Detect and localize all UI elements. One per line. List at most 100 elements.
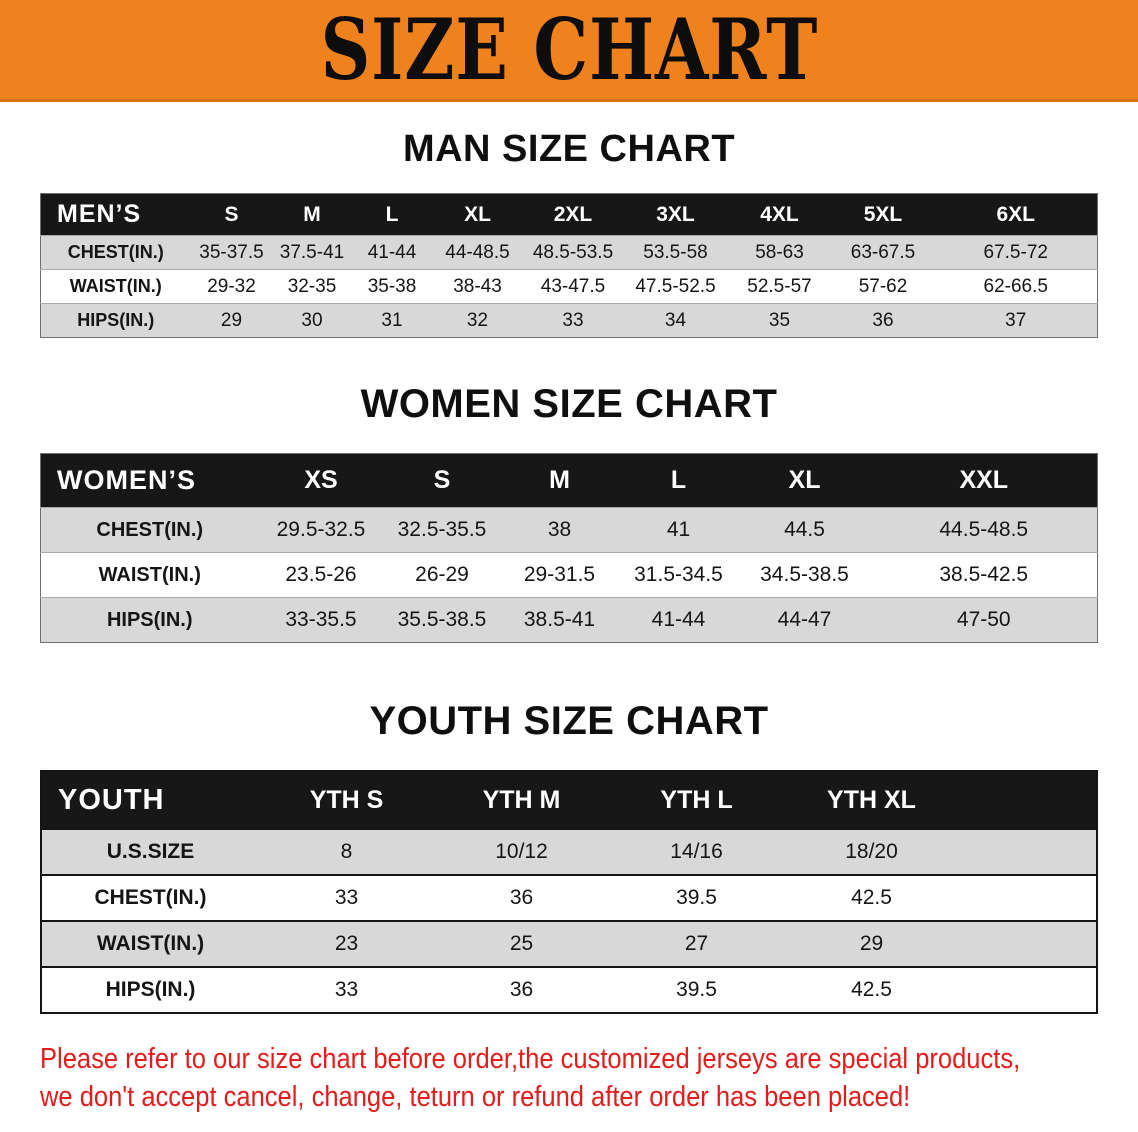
value-cell: 10/12 <box>495 840 548 863</box>
value-cell: 35.5-38.5 <box>397 608 487 631</box>
column-header: M <box>500 453 619 508</box>
table-row: CHEST(IN.) 33 36 39.5 42.5 <box>41 875 1097 921</box>
value-cell: 35-37.5 <box>199 241 264 263</box>
value-cell: 36 <box>509 886 534 909</box>
column-header: L <box>351 193 433 236</box>
value-cell: 8 <box>340 840 353 863</box>
column-header: XL <box>738 453 871 508</box>
column-header: YTH XL <box>784 771 959 829</box>
footer-note-line-2: we don't accept cancel, change, teturn o… <box>40 1081 911 1113</box>
column-header: YTH M <box>434 771 609 829</box>
value-cell: 31 <box>381 309 403 331</box>
table-title-cell: YOUTH <box>41 771 259 829</box>
size-chart-banner: SIZE CHART <box>0 0 1138 102</box>
youth-size-table: YOUTH YTH S YTH M YTH L YTH XL U.S.SIZE 8 10/1… <box>40 770 1098 1014</box>
footer-note-line-1: Please refer to our size chart before or… <box>40 1043 1021 1075</box>
value-cell: 41 <box>666 518 691 541</box>
value-cell: 33 <box>562 309 584 331</box>
value-cell: 41-44 <box>367 241 417 263</box>
value-cell: 38 <box>547 518 572 541</box>
value-cell: 33 <box>334 886 359 909</box>
row-label: CHEST(IN.) <box>96 518 204 541</box>
value-cell: 29.5-32.5 <box>276 518 366 541</box>
value-cell: 32 <box>466 309 489 331</box>
row-label: WAIST(IN.) <box>96 932 205 955</box>
column-header: S <box>383 453 501 508</box>
row-label: WAIST(IN.) <box>69 276 162 296</box>
value-cell: 29-31.5 <box>523 563 596 586</box>
column-header: YTH L <box>609 771 784 829</box>
column-header: 2XL <box>522 193 624 236</box>
value-cell: 29 <box>220 309 243 331</box>
blank-cell <box>959 921 1097 967</box>
value-cell: 31.5-34.5 <box>634 563 723 586</box>
value-cell: 32.5-35.5 <box>397 518 487 541</box>
table-title-cell: MEN’S <box>40 193 191 236</box>
value-cell: 38-43 <box>453 275 502 297</box>
value-cell: 29 <box>859 932 884 955</box>
value-cell: 58-63 <box>755 241 804 263</box>
value-cell: 25 <box>509 932 534 955</box>
value-cell: 41-44 <box>651 608 706 631</box>
value-cell: 38.5-41 <box>523 608 596 631</box>
value-cell: 38.5-42.5 <box>939 563 1029 586</box>
column-header: M <box>272 193 352 236</box>
value-cell: 37.5-41 <box>279 241 345 263</box>
value-cell: 23.5-26 <box>285 563 357 586</box>
value-cell: 33 <box>334 978 359 1001</box>
column-header: YTH S <box>259 771 434 829</box>
blank-cell <box>959 875 1097 921</box>
value-cell: 48.5-53.5 <box>532 241 614 263</box>
value-cell: 30 <box>301 309 323 331</box>
row-label: CHEST(IN.) <box>94 886 207 909</box>
value-cell: 62-66.5 <box>983 275 1048 297</box>
blank-cell <box>959 829 1097 875</box>
men-table-body: CHEST(IN.) 35-37.5 37.5-41 41-44 44-48.5 48.5… <box>40 235 1098 338</box>
value-cell: 18/20 <box>845 840 898 863</box>
column-header: XS <box>258 453 384 508</box>
value-cell: 44.5-48.5 <box>939 518 1029 541</box>
page-title: SIZE CHART <box>320 0 818 99</box>
value-cell: 44-47 <box>777 608 832 631</box>
value-cell: 33-35.5 <box>285 608 357 631</box>
value-cell: 26-29 <box>415 563 469 586</box>
youth-section-heading: YOUTH SIZE CHART <box>369 699 769 743</box>
value-cell: 34.5-38.5 <box>760 563 849 586</box>
value-cell: 43-47.5 <box>540 275 606 297</box>
footer-note: Please refer to our size chart before or… <box>40 1040 1138 1116</box>
column-header: 5XL <box>831 193 935 236</box>
table-row: WAIST(IN.) 29-32 32-35 35-38 38-43 43-47.5 47.… <box>40 269 1098 304</box>
table-row: U.S.SIZE 8 10/12 14/16 18/20 <box>41 829 1097 875</box>
value-cell: 39.5 <box>676 886 717 909</box>
row-label: HIPS(IN.) <box>106 608 193 631</box>
value-cell: 52.5-57 <box>747 275 812 297</box>
value-cell: 36 <box>509 978 534 1001</box>
row-label: CHEST(IN.) <box>67 242 164 262</box>
column-header: S <box>190 193 273 236</box>
value-cell: 23 <box>334 932 359 955</box>
column-header: 4XL <box>727 193 832 236</box>
table-row: WAIST(IN.) 23 25 27 29 <box>41 921 1097 967</box>
value-cell: 35 <box>768 309 791 331</box>
column-header: L <box>618 453 739 508</box>
row-label: HIPS(IN.) <box>105 978 196 1001</box>
value-cell: 57-62 <box>858 275 908 297</box>
column-header: XXL <box>870 453 1098 508</box>
table-row: WAIST(IN.) 23.5-26 26-29 29-31.5 31.5-34.5 34… <box>40 552 1098 598</box>
value-cell: 67.5-72 <box>983 241 1048 263</box>
women-section-heading: WOMEN SIZE CHART <box>360 382 778 426</box>
table-row: CHEST(IN.) 29.5-32.5 32.5-35.5 38 41 44.5 44.5… <box>40 507 1098 553</box>
women-size-table: WOMEN’S XS S M L XL XXL CHEST(IN.) 29.5-32.5 32.… <box>40 453 1098 643</box>
value-cell: 36 <box>872 309 894 331</box>
row-label: WAIST(IN.) <box>98 563 201 586</box>
women-table-header-row: WOMEN’S XS S M L XL XXL <box>40 453 1098 508</box>
table-row: HIPS(IN.) 33-35.5 35.5-38.5 38.5-41 41-44 44-… <box>40 597 1098 643</box>
value-cell: 42.5 <box>851 978 892 1001</box>
men-size-table: MEN’S S M L XL 2XL 3XL 4XL 5XL 6XL CHEST(IN.) 35-3… <box>40 193 1098 338</box>
row-label: U.S.SIZE <box>106 840 195 863</box>
youth-table-body: U.S.SIZE 8 10/12 14/16 18/20 CHEST(IN.) 33 36 39… <box>41 829 1097 1013</box>
value-cell: 47.5-52.5 <box>635 275 716 297</box>
column-header: 3XL <box>623 193 728 236</box>
value-cell: 35-38 <box>367 275 417 297</box>
value-cell: 44.5 <box>784 518 825 541</box>
